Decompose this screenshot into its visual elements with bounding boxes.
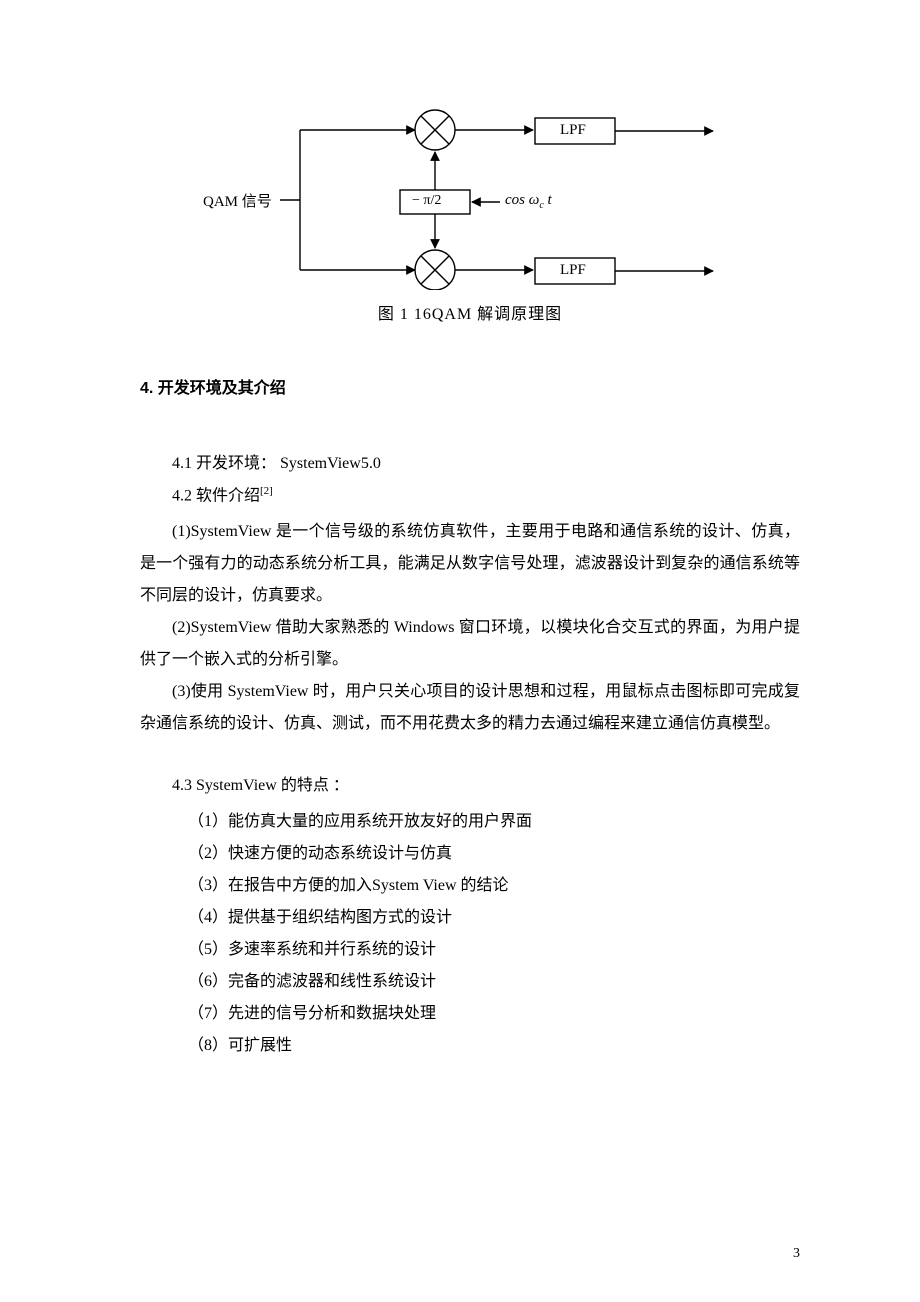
diagram-cos-label: cos ωc t: [505, 192, 552, 211]
list-item: （5）多速率系统和并行系统的设计: [188, 934, 800, 966]
list-item: （3）在报告中方便的加入System View 的结论: [188, 870, 800, 902]
diagram-lpf-top-label: LPF: [560, 122, 586, 139]
sec43-text: 4.3 SystemView 的特点 ：: [172, 770, 800, 802]
list-item: （4）提供基于组织结构图方式的设计: [188, 902, 800, 934]
sec41-text: 4.1 开发环境： SystemView5.0: [172, 448, 800, 480]
section-43: 4.3 SystemView 的特点 ：: [140, 770, 800, 802]
list-item: （2）快速方便的动态系统设计与仿真: [188, 838, 800, 870]
list-item: （6）完备的滤波器和线性系统设计: [188, 966, 800, 998]
diagram-svg: [205, 90, 735, 290]
paragraph-1: (1)SystemView 是一个信号级的系统仿真软件，主要用于电路和通信系统的…: [140, 516, 800, 612]
section-heading: 4. 开发环境及其介绍: [140, 374, 800, 398]
paragraph-3: (3)使用 SystemView 时，用户只关心项目的设计思想和过程，用鼠标点击…: [140, 676, 800, 740]
figure-caption: 图 1 16QAM 解调原理图: [140, 300, 800, 324]
document-page: QAM 信号 − π/2 cos ωc t LPF LPF 图 1 16QAM …: [0, 0, 920, 1302]
list-item: （7）先进的信号分析和数据块处理: [188, 998, 800, 1030]
section-41: 4.1 开发环境： SystemView5.0 4.2 软件介绍[2]: [140, 448, 800, 512]
list-item: （8）可扩展性: [188, 1030, 800, 1062]
sec42-line: 4.2 软件介绍[2]: [172, 480, 800, 512]
sec42-sup: [2]: [260, 485, 273, 497]
sec42-label: 4.2 软件介绍: [172, 487, 260, 504]
diagram-lpf-bottom-label: LPF: [560, 262, 586, 279]
page-number: 3: [793, 1246, 800, 1262]
diagram-input-label: QAM 信号: [203, 190, 272, 211]
feature-list: （1）能仿真大量的应用系统开放友好的用户界面 （2）快速方便的动态系统设计与仿真…: [140, 806, 800, 1062]
paragraph-2: (2)SystemView 借助大家熟悉的 Windows 窗口环境，以模块化合…: [140, 612, 800, 676]
diagram-phase-label: − π/2: [412, 193, 441, 209]
list-item: （1）能仿真大量的应用系统开放友好的用户界面: [188, 806, 800, 838]
qam-demod-diagram: QAM 信号 − π/2 cos ωc t LPF LPF: [205, 90, 735, 290]
